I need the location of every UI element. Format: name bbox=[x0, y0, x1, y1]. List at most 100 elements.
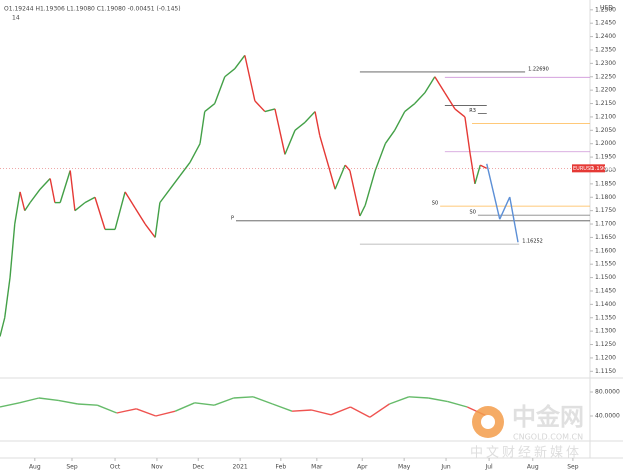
y-tick-label: 1.2050 bbox=[595, 127, 616, 134]
y-tick-label: 1.2150 bbox=[595, 100, 616, 107]
price-segment bbox=[29, 188, 41, 204]
y-tick-label: 1.1750 bbox=[595, 207, 616, 214]
price-segment bbox=[252, 396, 273, 405]
price-segment bbox=[374, 143, 386, 171]
price-segment bbox=[213, 397, 234, 406]
price-segment bbox=[272, 403, 293, 412]
price-segment bbox=[474, 164, 481, 185]
price-segment bbox=[424, 76, 436, 94]
price-segment bbox=[499, 196, 511, 220]
y-tick-label: 1.1150 bbox=[595, 368, 616, 375]
level-label: R3 bbox=[469, 108, 476, 114]
y-tick-label: 1.2400 bbox=[595, 33, 616, 40]
y-tick-label: 1.2450 bbox=[595, 20, 616, 27]
price-segment bbox=[359, 204, 366, 217]
period: 14 bbox=[12, 15, 20, 22]
last-price-label: 1.19080 bbox=[591, 166, 614, 172]
y-tick-label: 1.1800 bbox=[595, 194, 616, 201]
price-segment bbox=[199, 111, 206, 144]
last-price-box bbox=[572, 164, 605, 173]
price-segment bbox=[58, 399, 79, 405]
price-segment bbox=[447, 400, 468, 408]
price-segment bbox=[9, 223, 16, 278]
price-segment bbox=[349, 170, 361, 217]
price-segment bbox=[204, 102, 216, 113]
price-segment bbox=[224, 68, 236, 78]
price-segment bbox=[486, 163, 501, 220]
x-tick-label: Mar bbox=[311, 464, 323, 471]
y-tick-label: 1.2200 bbox=[595, 87, 616, 94]
price-segment bbox=[428, 397, 448, 403]
price-segment bbox=[264, 108, 276, 113]
price-segment bbox=[69, 170, 76, 211]
slogan: 中文财经新媒体 bbox=[470, 445, 582, 461]
y-tick-label: 1.2250 bbox=[595, 73, 616, 80]
x-tick-label: Jul bbox=[484, 464, 493, 471]
price-segment bbox=[134, 207, 146, 225]
y-tick-label: 80.0000 bbox=[595, 389, 620, 396]
y-tick-label: 1.1400 bbox=[595, 301, 616, 308]
price-segment bbox=[159, 188, 171, 204]
price-segment bbox=[179, 162, 191, 177]
x-tick-label: 2021 bbox=[232, 464, 247, 471]
level-label: 1.22690 bbox=[528, 66, 549, 72]
price-segment bbox=[350, 406, 371, 418]
price-segment bbox=[84, 196, 96, 204]
price-segment bbox=[509, 196, 519, 243]
y-tick-label: 1.1300 bbox=[595, 328, 616, 335]
y-tick-label: 1.2500 bbox=[595, 6, 616, 13]
level-label: 1.16252 bbox=[522, 239, 543, 245]
price-segment bbox=[97, 404, 118, 414]
price-segment bbox=[329, 170, 336, 190]
price-segment bbox=[4, 277, 11, 318]
price-segment bbox=[155, 410, 176, 417]
price-segment bbox=[404, 102, 416, 113]
price-segment bbox=[94, 197, 106, 230]
price-segment bbox=[234, 54, 246, 70]
y-tick-label: 1.1950 bbox=[595, 154, 616, 161]
symbol-label: EURUSD bbox=[573, 166, 594, 172]
price-segment bbox=[136, 408, 157, 417]
price-segment bbox=[169, 175, 181, 190]
x-tick-label: Dec bbox=[192, 464, 204, 471]
price-segment bbox=[384, 129, 396, 145]
price-segment bbox=[389, 396, 410, 405]
x-tick-label: May bbox=[398, 464, 411, 471]
y-tick-label: 1.1250 bbox=[595, 341, 616, 348]
y-tick-label: 1.2350 bbox=[595, 46, 616, 53]
y-tick-label: 1.1500 bbox=[595, 274, 616, 281]
ohlc-info: O1.19244 H1.19306 L1.19080 C1.19080 -0.0… bbox=[4, 6, 181, 13]
price-segment bbox=[369, 403, 390, 418]
level-label: S0 bbox=[470, 210, 476, 216]
y-tick-label: 1.2300 bbox=[595, 60, 616, 67]
price-segment bbox=[233, 396, 254, 399]
y-tick-label: 1.1600 bbox=[595, 247, 616, 254]
x-tick-label: Aug bbox=[29, 464, 41, 471]
price-segment bbox=[49, 178, 56, 203]
price-segment bbox=[174, 402, 195, 412]
y-tick-label: 1.1450 bbox=[595, 287, 616, 294]
price-segment bbox=[77, 403, 98, 406]
price-segment bbox=[334, 164, 346, 190]
y-tick-label: 40.0000 bbox=[595, 413, 620, 420]
level-label: P bbox=[231, 215, 234, 221]
price-segment bbox=[314, 111, 321, 136]
price-segment bbox=[24, 202, 31, 212]
price-segment bbox=[274, 108, 286, 155]
price-segment bbox=[330, 406, 351, 416]
x-tick-label: Oct bbox=[110, 464, 121, 471]
level-label: S0 bbox=[432, 201, 438, 207]
watermark: 中金网 CNGOLD.COM.CN 中文财经新媒体 bbox=[470, 403, 584, 461]
price-segment bbox=[214, 76, 226, 104]
price-segment bbox=[114, 191, 126, 230]
y-tick-label: 1.1650 bbox=[595, 234, 616, 241]
price-segment bbox=[154, 202, 161, 238]
price-segment bbox=[284, 130, 296, 155]
x-tick-label: Apr bbox=[357, 464, 368, 471]
price-segment bbox=[74, 202, 86, 212]
price-segment bbox=[254, 100, 266, 113]
price-segment bbox=[292, 409, 312, 412]
price-segment bbox=[434, 76, 446, 94]
